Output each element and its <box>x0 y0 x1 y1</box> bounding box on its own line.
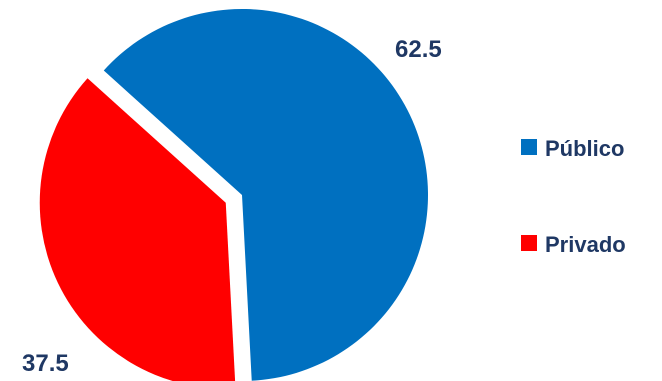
pie-slices <box>39 8 429 381</box>
legend-label-publico: Público <box>545 136 624 161</box>
legend-label-privado: Privado <box>545 232 626 257</box>
legend: Público Privado <box>521 136 626 257</box>
data-label-privado: 37.5 <box>22 350 69 377</box>
legend-swatch-privado <box>521 235 537 251</box>
pie-slice-privado <box>39 78 236 381</box>
data-label-publico: 62.5 <box>395 36 442 63</box>
legend-swatch-publico <box>521 139 537 155</box>
pie-slice-publico <box>103 8 429 381</box>
